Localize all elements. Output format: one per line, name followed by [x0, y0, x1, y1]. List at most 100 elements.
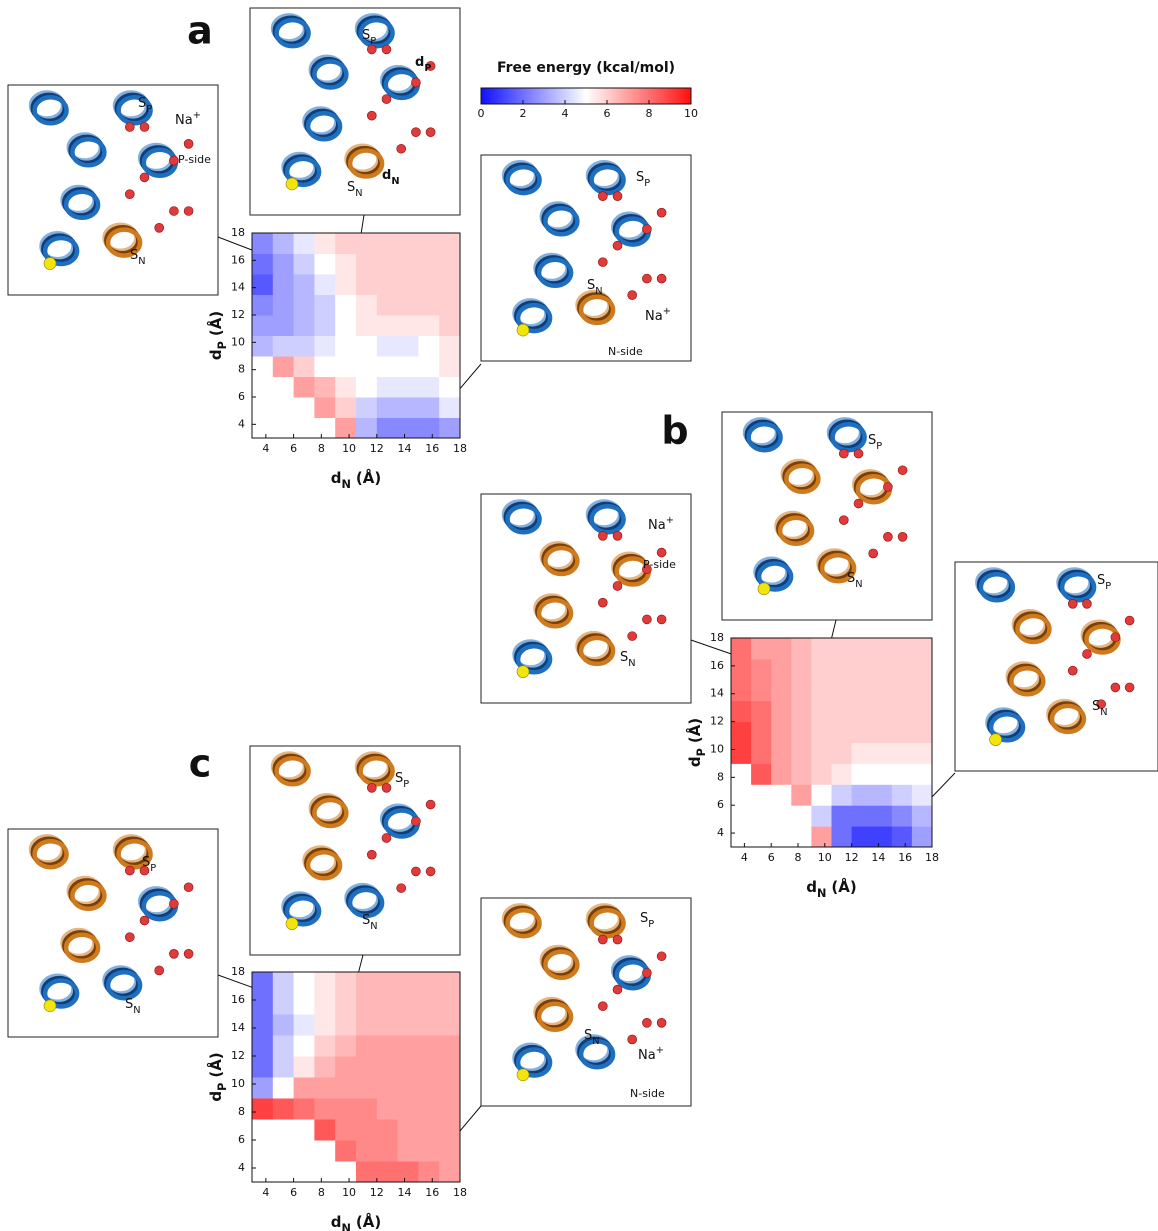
water	[839, 516, 848, 525]
heatmap-cell	[832, 701, 853, 722]
inset-label: P-side	[643, 558, 676, 571]
heatmap-cell	[751, 638, 772, 659]
ion	[517, 1069, 529, 1081]
heatmap-cell	[273, 1056, 294, 1078]
x-axis-label-main: d	[806, 878, 817, 896]
inset-label-main: Na	[175, 113, 193, 128]
water	[628, 291, 637, 300]
x-tick-label: 14	[398, 442, 412, 455]
heatmap-cell	[439, 1014, 460, 1036]
heatmap-cell	[418, 377, 439, 398]
heatmap-cell	[751, 701, 772, 722]
heatmap-cell	[852, 826, 873, 847]
subscript: N	[391, 176, 399, 187]
heatmap-cell	[912, 805, 933, 826]
water	[657, 274, 666, 283]
inset-label: N-side	[630, 1087, 665, 1100]
heatmap-cell	[294, 377, 315, 398]
x-tick-label: 10	[342, 1186, 356, 1199]
heatmap-cell	[418, 1077, 439, 1099]
water	[598, 1002, 607, 1011]
x-axis-label: dN(Å)	[331, 468, 382, 491]
x-tick-label: 8	[318, 442, 325, 455]
heatmap-cell	[418, 274, 439, 295]
ion	[286, 178, 298, 190]
subscript: P	[370, 36, 376, 47]
x-tick-label: 10	[818, 851, 832, 864]
heatmap-cell	[314, 336, 335, 357]
heatmap-cell	[335, 295, 356, 316]
heatmap-cell	[439, 295, 460, 316]
heatmap-cell	[912, 680, 933, 701]
heatmap-cell	[771, 763, 792, 784]
water	[598, 935, 607, 944]
heatmap-cell	[811, 763, 832, 784]
heatmap-cell	[852, 680, 873, 701]
water	[1068, 666, 1077, 675]
heatmap-cell	[377, 1014, 398, 1036]
subscript: P	[876, 441, 882, 452]
heatmap-cell	[398, 254, 419, 275]
structure-inset: SPSNNa+N-side	[481, 898, 691, 1106]
ion	[758, 583, 770, 595]
subscript: N	[817, 887, 826, 900]
heatmap-cell	[731, 701, 752, 722]
water	[883, 482, 892, 491]
heatmap-cell	[418, 233, 439, 254]
y-tick-label: 16	[231, 993, 245, 1006]
heatmap-cell	[439, 1077, 460, 1099]
heatmap-cell	[294, 315, 315, 336]
structure-inset: SPdPSNdN	[250, 8, 460, 215]
unit: (Å)	[356, 468, 381, 487]
heatmap-cell	[771, 680, 792, 701]
water	[169, 899, 178, 908]
heatmap-cell	[294, 336, 315, 357]
heatmap-cell	[377, 233, 398, 254]
heatmap-cell	[418, 1056, 439, 1078]
superscript: +	[656, 1045, 664, 1056]
heatmap-cell	[356, 972, 377, 994]
water	[642, 274, 651, 283]
inset-label-main: P-side	[178, 153, 211, 166]
heatmap-cell	[731, 680, 752, 701]
inset-label-main: S	[1092, 699, 1100, 714]
heatmap-cell	[252, 233, 273, 254]
heatmap-cell	[872, 743, 893, 764]
heatmap-cell	[356, 993, 377, 1015]
heatmap-cell	[314, 397, 335, 418]
heatmap-cell	[418, 315, 439, 336]
superscript: +	[666, 515, 674, 526]
heatmap-cell	[356, 397, 377, 418]
y-tick-label: 16	[231, 253, 245, 266]
heatmap-cell	[273, 336, 294, 357]
inset-label-main: S	[142, 855, 150, 870]
subscript: P	[644, 178, 650, 189]
heatmap-cell	[377, 397, 398, 418]
y-tick-label: 6	[717, 798, 724, 811]
water	[140, 173, 149, 182]
y-axis-label: dP(Å)	[206, 1052, 229, 1101]
heatmap-cell	[418, 356, 439, 377]
water	[642, 968, 651, 977]
water	[883, 532, 892, 541]
heatmap-cell	[872, 701, 893, 722]
water	[1111, 633, 1120, 642]
heatmap-cell	[273, 1077, 294, 1099]
heatmap-cell	[439, 418, 460, 439]
x-tick-label: 4	[262, 442, 269, 455]
heatmap-cell	[335, 1098, 356, 1120]
heatmap-cell	[751, 763, 772, 784]
heatmap-cell	[771, 743, 792, 764]
heatmap-cell	[439, 1035, 460, 1057]
x-tick-label: 16	[898, 851, 912, 864]
water	[169, 949, 178, 958]
inset-label: N-side	[608, 345, 643, 358]
water	[642, 225, 651, 234]
heatmap-cell	[751, 722, 772, 743]
water	[125, 123, 134, 132]
y-axis-label-main: d	[207, 349, 225, 360]
inset-label-main: P-side	[643, 558, 676, 571]
structure-inset: SPSNNa+N-side	[481, 155, 691, 361]
y-tick-label: 10	[231, 335, 245, 348]
